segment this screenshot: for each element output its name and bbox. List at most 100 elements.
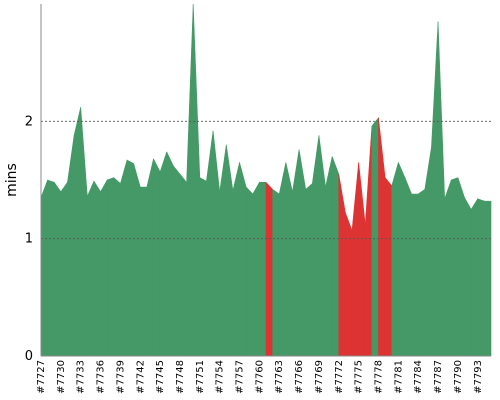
x-tick-label: #7775 [354, 360, 365, 394]
area-segment-success [444, 179, 452, 357]
area-segment-success [464, 196, 472, 357]
area-segment-success [450, 177, 459, 357]
x-tick-label: #7760 [254, 360, 265, 394]
y-axis-title: mins [4, 163, 20, 197]
area-segment-success [67, 135, 75, 357]
x-tick-label: #7739 [115, 360, 126, 394]
y-tick-label: 1 [25, 232, 33, 247]
x-tick-label: #7763 [274, 360, 285, 394]
area-segment-success [159, 151, 168, 357]
area-segment-success [457, 177, 465, 357]
area-segment-success [318, 135, 326, 357]
area-segment-success [417, 188, 426, 357]
area-segment-success [398, 162, 406, 357]
area-segment-success [113, 176, 121, 357]
area-segment-success [219, 144, 227, 357]
x-tick-label: #7730 [56, 360, 67, 394]
area-segment-success [153, 158, 161, 357]
area-segment-success [404, 177, 412, 357]
area-segment-success [179, 173, 187, 357]
area-segment-failure [265, 181, 273, 357]
x-tick-label: #7745 [155, 360, 166, 394]
x-tick-labels: #7727 #7730 #7733 #7736 #7739 #7742 #7745 #7748… [36, 360, 484, 394]
area-segment-success [232, 162, 240, 357]
area-segment-success [239, 162, 247, 357]
x-tick-label: #7742 [135, 360, 146, 394]
area-segment-success [106, 177, 115, 357]
x-tick-label: #7727 [36, 360, 47, 394]
area-segment-failure [351, 162, 359, 357]
area-segment-success [212, 130, 220, 357]
area-segment-success [292, 149, 300, 357]
area-segment-success [199, 177, 207, 357]
area-segment-success [477, 198, 485, 357]
area-segment-success [166, 151, 174, 357]
area-segment-success [312, 135, 320, 357]
area-segment-failure [338, 174, 346, 357]
area-segment-failure [384, 176, 393, 357]
area-segment-success [186, 3, 194, 357]
area-series [40, 3, 492, 357]
x-tick-label: #7736 [96, 360, 107, 394]
area-segment-success [100, 178, 108, 357]
y-tick-label: 0 [25, 349, 33, 364]
area-segment-success [40, 179, 48, 357]
x-tick-label: #7781 [393, 360, 404, 394]
x-tick-label: #7766 [294, 360, 305, 394]
area-segment-success [73, 107, 82, 357]
area-segment-success [192, 3, 201, 357]
y-tick-label: 2 [25, 114, 33, 129]
x-tick-label: #7754 [215, 360, 226, 394]
area-segment-success [53, 181, 62, 357]
area-segment-success [126, 159, 134, 357]
area-segment-success [331, 156, 340, 357]
area-segment-success [146, 158, 154, 357]
area-segment-success [391, 162, 399, 357]
x-tick-label: #7778 [374, 360, 385, 394]
area-segment-failure [358, 162, 366, 357]
x-tick-label: #7757 [235, 360, 246, 394]
x-tick-label: #7787 [433, 360, 444, 394]
area-segment-success [272, 188, 280, 357]
area-segment-success [120, 159, 128, 357]
x-tick-label: #7769 [314, 360, 325, 394]
area-segment-success [245, 186, 254, 357]
area-segment-success [93, 180, 101, 357]
area-segment-success [285, 162, 293, 357]
area-segment-success [298, 149, 307, 357]
area-segment-failure [378, 117, 386, 357]
area-segment-success [325, 156, 333, 357]
area-segment-success [431, 21, 439, 357]
area-segment-success [437, 21, 445, 357]
area-segment-success [206, 130, 214, 357]
gridlines [41, 120, 491, 240]
area-segment-success [87, 181, 95, 357]
area-segment-success [173, 165, 181, 357]
area-segment-success [278, 162, 287, 357]
x-tick-label: #7772 [334, 360, 345, 394]
x-tick-label: #7751 [195, 360, 206, 394]
area-segment-success [252, 181, 260, 357]
area-segment-success [225, 144, 234, 357]
x-tick-label: #7748 [175, 360, 186, 394]
area-segment-success [259, 182, 267, 357]
area-segment-success [371, 116, 379, 357]
area-segment-success [139, 186, 148, 357]
area-segment-success [411, 193, 419, 357]
x-tick-label: #7733 [76, 360, 87, 394]
area-segment-success [80, 107, 88, 357]
area-segment-failure [364, 126, 373, 357]
area-segment-failure [345, 212, 353, 357]
area-segment-success [305, 182, 313, 357]
area-segment-success [424, 147, 432, 357]
area-segment-success [470, 197, 479, 357]
x-tick-label: #7790 [453, 360, 464, 394]
x-tick-label: #7784 [413, 360, 424, 394]
area-segment-success [47, 179, 55, 357]
y-tick-labels: 0 1 2 [25, 114, 33, 364]
area-segment-success [60, 181, 68, 357]
area-segment-success [484, 200, 492, 357]
area-segment-success [133, 163, 141, 357]
x-tick-label: #7793 [473, 360, 484, 394]
